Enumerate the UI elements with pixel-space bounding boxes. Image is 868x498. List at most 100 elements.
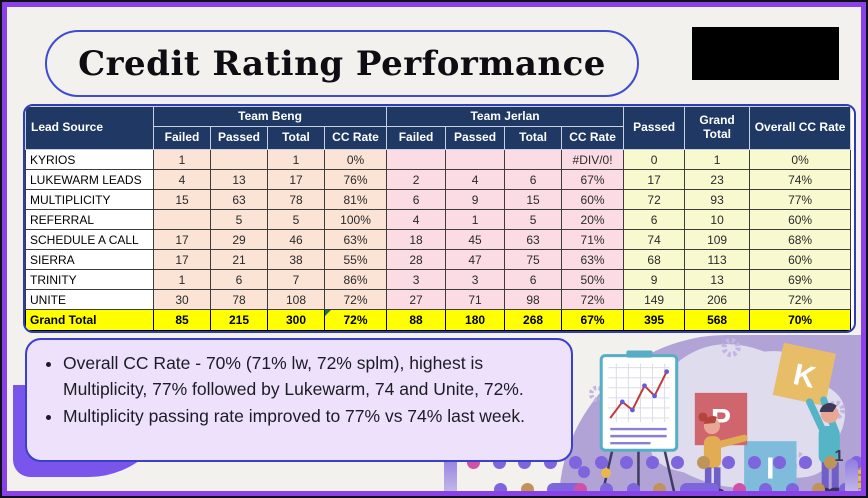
block-letter-i: I — [766, 452, 774, 485]
team-jerlan-cell: 88 — [386, 309, 447, 331]
totals-cell: 23 — [684, 169, 751, 190]
totals-cell: 72 — [623, 189, 686, 210]
notes-list: Overall CC Rate - 70% (71% lw, 72% splm)… — [37, 350, 557, 429]
totals-cell: 1 — [684, 149, 751, 170]
note-bullet: Multiplicity passing rate improved to 77… — [63, 403, 557, 429]
sub-header-jerlan-passed: Passed — [445, 126, 506, 150]
totals-cell: 149 — [623, 289, 686, 310]
col-header-overall-cc-rate: Overall CC Rate — [749, 106, 852, 150]
lead-source-cell: Grand Total — [25, 309, 154, 331]
group-header-team-beng: Team Beng — [152, 106, 388, 127]
team-beng-cell: 17 — [267, 169, 325, 190]
team-beng-cell: 29 — [210, 229, 268, 250]
lead-source-cell: LUKEWARM LEADS — [25, 169, 154, 190]
lead-source-cell: SIERRA — [25, 249, 154, 270]
team-beng-cell: 6 — [210, 269, 268, 290]
table-row: SIERRA 17 21 38 55% 28 47 75 63% 68 113 60% — [25, 249, 852, 270]
totals-cell: 77% — [749, 189, 852, 210]
team-jerlan-cell: 63% — [561, 249, 625, 270]
totals-cell: 74% — [749, 169, 852, 190]
dot-decoration — [620, 456, 633, 469]
team-jerlan-cell: 67% — [561, 169, 625, 190]
team-beng-cell: 7 — [267, 269, 325, 290]
team-jerlan-cell: 5 — [504, 209, 563, 230]
dot-decoration — [679, 483, 716, 491]
totals-cell: 206 — [684, 289, 751, 310]
team-beng-cell: 13 — [210, 169, 268, 190]
team-jerlan-cell: 28 — [386, 249, 447, 270]
dot-decoration — [653, 483, 666, 491]
dot-decoration — [520, 483, 534, 491]
team-beng-cell: 81% — [323, 189, 388, 210]
team-beng-cell: 46 — [267, 229, 325, 250]
redacted-logo — [692, 27, 839, 80]
table-row: LUKEWARM LEADS 4 13 17 76% 2 4 6 67% 17 23 74% — [25, 169, 852, 190]
team-jerlan-cell: #DIV/0! — [561, 149, 625, 170]
team-jerlan-cell: 63 — [504, 229, 563, 250]
team-beng-cell: 21 — [210, 249, 268, 270]
totals-cell: 13 — [684, 269, 751, 290]
team-jerlan-cell: 45 — [445, 229, 506, 250]
title-pill: Credit Rating Performance — [45, 30, 639, 97]
grand-total-row: Grand Total 85 215 300 72% 88 180 268 67% 395 568 7… — [25, 309, 852, 331]
totals-cell: 74 — [623, 229, 686, 250]
sub-header-beng-total: Total — [267, 126, 325, 150]
totals-cell: 60% — [749, 209, 852, 230]
col-header-grand-total: Grand Total — [684, 106, 751, 150]
totals-cell: 72% — [749, 289, 852, 310]
team-beng-cell: 17 — [153, 229, 211, 250]
team-beng-cell: 300 — [267, 309, 325, 331]
team-jerlan-cell: 71% — [561, 229, 625, 250]
team-beng-cell: 72% — [323, 309, 388, 331]
table-row: KYRIOS 1 1 0% #DIV/0! 0 1 0% — [25, 149, 852, 170]
col-header-passed: Passed — [623, 106, 686, 150]
totals-cell: 68% — [749, 229, 852, 250]
team-beng-cell: 4 — [153, 169, 211, 190]
sub-header-beng-failed: Failed — [153, 126, 211, 150]
team-beng-cell: 85 — [153, 309, 211, 331]
dot-decoration — [601, 468, 611, 478]
lead-source-cell: KYRIOS — [25, 149, 154, 170]
dot-decoration — [798, 456, 812, 469]
dot-decoration — [444, 456, 457, 491]
team-beng-cell: 1 — [153, 149, 211, 170]
team-beng-cell: 63% — [323, 229, 388, 250]
team-beng-cell: 78 — [267, 189, 325, 210]
sub-header-jerlan-cc-rate: CC Rate — [561, 126, 625, 150]
group-header-team-jerlan: Team Jerlan — [386, 106, 625, 127]
team-jerlan-cell: 4 — [386, 209, 447, 230]
lead-source-cell: REFERRAL — [25, 209, 154, 230]
team-jerlan-cell: 6 — [504, 269, 563, 290]
flipchart-icon — [599, 350, 679, 491]
team-jerlan-cell — [445, 149, 506, 170]
team-beng-cell: 30 — [153, 289, 211, 310]
dot-decoration — [732, 483, 746, 491]
note-bullet: Overall CC Rate - 70% (71% lw, 72% splm)… — [63, 350, 557, 403]
totals-cell: 17 — [623, 169, 686, 190]
lead-source-cell: MULTIPLICITY — [25, 189, 154, 210]
dot-decoration — [594, 456, 608, 469]
team-beng-cell: 17 — [153, 249, 211, 270]
team-beng-cell: 38 — [267, 249, 325, 270]
team-beng-cell: 5 — [267, 209, 325, 230]
team-jerlan-cell: 9 — [445, 189, 506, 210]
team-jerlan-cell: 67% — [561, 309, 625, 331]
totals-cell: 68 — [623, 249, 686, 270]
table-row: UNITE 30 78 108 72% 27 71 98 72% 149 206 72% — [25, 289, 852, 310]
lead-source-cell: UNITE — [25, 289, 154, 310]
person-right-icon — [806, 396, 843, 491]
team-jerlan-cell: 6 — [504, 169, 563, 190]
dot-decoration — [547, 483, 583, 491]
dot-decoration — [626, 483, 640, 491]
team-beng-cell: 72% — [323, 289, 388, 310]
team-jerlan-cell: 47 — [445, 249, 506, 270]
team-beng-cell: 0% — [323, 149, 388, 170]
table-row: SCHEDULE A CALL 17 29 46 63% 18 45 63 71% 74 109 68… — [25, 229, 852, 250]
dot-decoration — [785, 483, 799, 491]
team-beng-cell: 86% — [323, 269, 388, 290]
totals-cell: 113 — [684, 249, 751, 270]
team-jerlan-cell: 71 — [445, 289, 506, 310]
dot-decoration — [759, 483, 772, 491]
team-jerlan-cell: 60% — [561, 189, 625, 210]
